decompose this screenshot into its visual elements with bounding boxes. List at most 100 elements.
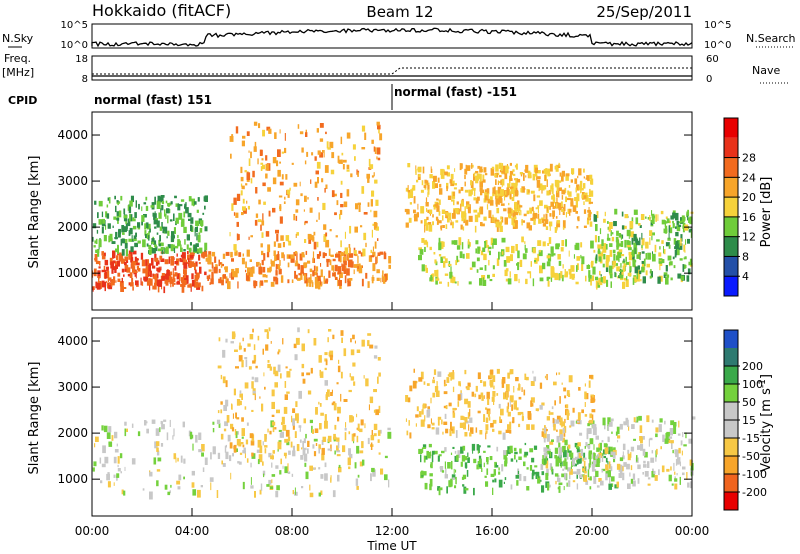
velocity-echo-cell [498,479,503,488]
power-echo-cell [164,259,169,265]
velocity-echo-cell [498,403,501,409]
velocity-echo-cell [170,484,172,488]
velocity-echo-cell [596,447,600,452]
power-echo-cell [612,249,616,254]
velocity-echo-cell [387,427,391,431]
velocity-echo-cell [666,431,670,440]
velocity-echo-cell [280,373,282,379]
velocity-echo-cell [658,469,660,476]
power-echo-cell [322,150,324,153]
power-echo-cell [482,174,485,180]
velocity-echo-cell [172,435,174,440]
velocity-echo-cell [121,489,124,495]
velocity-echo-cell [343,399,348,402]
velocity-echo-cell [546,416,550,421]
velocity-echo-cell [377,357,381,361]
power-echo-cell [607,221,609,224]
power-echo-cell [201,285,204,292]
power-echo-cell [212,265,214,272]
power-echo-cell [673,265,676,269]
velocity-echo-cell [562,468,565,471]
velocity-echo-cell [591,409,596,413]
velocity-echo-cell [479,445,481,448]
power-echo-cell [595,254,598,261]
power-echo-cell [610,281,612,288]
power-echo-cell [188,218,192,221]
power-echo-cell [157,284,160,293]
power-echo-cell [108,282,111,285]
power-echo-cell [556,243,560,247]
velocity-echo-cell [556,415,561,422]
velocity-echo-cell [626,463,630,470]
power-echo-cell [564,274,568,278]
velocity-echo-cell [619,457,624,462]
power-echo-cell [265,274,268,278]
power-echo-cell [194,274,199,282]
power-echo-cell [285,235,290,242]
power-echo-cell [236,193,241,201]
power-echo-cell [546,261,551,267]
velocity-echo-cell [373,409,376,413]
velocity-echo-cell [583,474,588,482]
velocity-echo-cell [322,436,327,442]
power-echo-cell [503,260,507,267]
velocity-echo-cell [587,444,591,450]
power-echo-cell [325,239,330,248]
velocity-echo-cell [318,401,320,405]
velocity-echo-cell [280,458,282,465]
velocity-echo-cell [595,435,599,440]
power-echo-cell [188,260,192,268]
power-echo-cell [459,163,462,171]
velocity-echo-cell [359,428,363,433]
power-echo-cell [517,200,520,206]
power-echo-cell [314,277,318,285]
power-echo-cell [514,201,518,209]
power-echo-cell [537,170,541,174]
velocity-echo-cell [104,456,109,464]
velocity-echo-cell [281,422,284,425]
power-echo-cell [427,189,430,195]
power-echo-cell [143,202,147,205]
power-echo-cell [507,207,512,214]
power-echo-cell [164,209,166,217]
velocity-echo-cell [237,431,239,435]
velocity-echo-cell [496,393,499,396]
power-echo-cell [577,175,579,179]
power-echo-cell [558,162,560,167]
power-echo-cell [304,222,306,226]
power-echo-cell [311,281,314,288]
power-echo-cell [616,239,620,248]
power-echo-cell [429,277,432,282]
velocity-echo-cell [230,472,232,480]
power-echo-cell [529,207,532,214]
power-echo-cell [382,276,386,284]
power-echo-cell [438,199,441,205]
velocity-echo-cell [593,475,597,484]
power-echo-cell [681,215,685,223]
power-echo-cell [426,180,429,186]
velocity-echo-cell [328,352,331,357]
power-echo-cell [182,280,184,288]
power-echo-cell [253,280,256,287]
velocity-echo-cell [363,375,365,379]
power-echo-cell [231,203,234,211]
velocity-echo-cell [676,461,680,465]
velocity-echo-cell [683,444,687,447]
velocity-echo-cell [301,486,304,489]
power-echo-cell [296,252,298,261]
velocity-echo-cell [603,455,606,459]
velocity-echo-cell [337,416,340,422]
power-echo-cell [459,251,463,259]
velocity-echo-cell [287,471,291,474]
velocity-echo-cell [305,447,307,451]
power-echo-cell [655,214,657,222]
velocity-echo-cell [643,464,647,468]
velocity-echo-cell [659,418,663,423]
power-echo-cell [436,202,439,206]
velocity-echo-cell [561,382,563,385]
power-echo-cell [112,225,114,228]
velocity-echo-cell [533,376,537,382]
power-echo-cell [131,235,133,242]
velocity-echo-cell [445,405,448,410]
power-echo-cell [484,265,487,271]
